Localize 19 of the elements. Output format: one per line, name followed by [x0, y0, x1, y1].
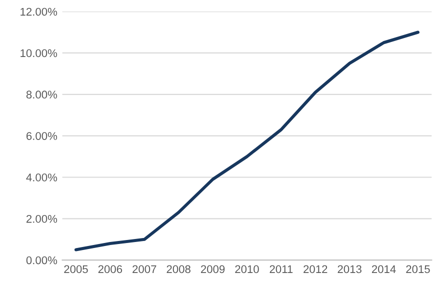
x-tick-label: 2005 [64, 265, 88, 274]
x-tick-label: 2006 [98, 265, 122, 274]
y-tick-label: 6.00% [26, 132, 58, 140]
line-series [74, 30, 420, 252]
y-tick-label: 4.00% [26, 174, 58, 182]
y-tick-label: 10.00% [20, 49, 58, 58]
x-tick-label: 2007 [132, 265, 156, 274]
x-tick-label: 2011 [270, 265, 293, 274]
x-tick-label: 2013 [338, 265, 362, 274]
y-tick-label: 0.00% [26, 256, 58, 264]
y-tick-label: 2.00% [26, 214, 58, 223]
y-tick-label: 12.00% [20, 8, 58, 16]
x-tick-label: 2010 [235, 265, 259, 274]
x-tick-label: 2014 [372, 265, 396, 274]
x-tick-label: 2008 [166, 265, 190, 274]
x-tick-label: 2009 [200, 265, 225, 274]
y-tick-label: 8.00% [26, 90, 58, 99]
x-tick-label: 2012 [304, 265, 328, 274]
x-tick-label: 2015 [406, 265, 430, 274]
